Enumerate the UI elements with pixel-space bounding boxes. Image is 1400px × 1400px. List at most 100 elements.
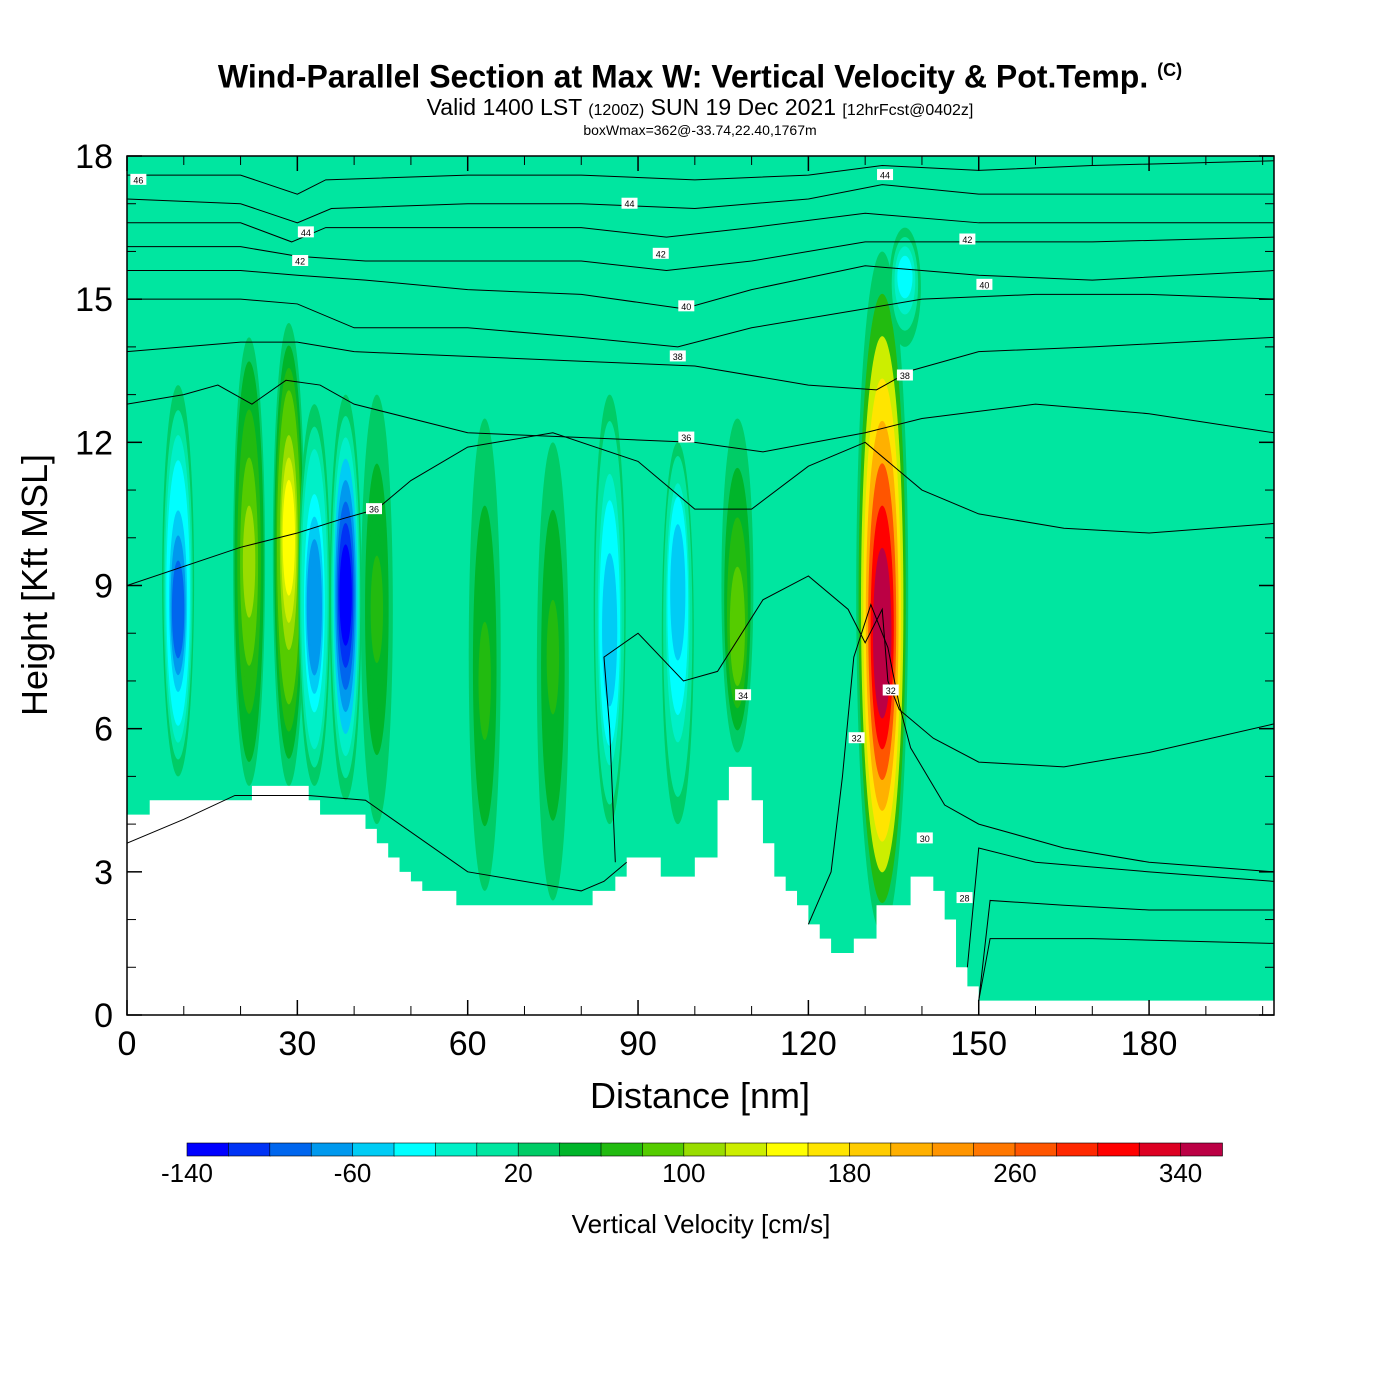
colorbar-tick-label: 100	[662, 1158, 705, 1188]
y-tick-label: 15	[75, 281, 113, 319]
colorbar-tick-label: 340	[1159, 1158, 1202, 1188]
x-tick-label: 0	[118, 1025, 137, 1063]
velocity-contour-band	[478, 621, 491, 741]
colorbar-tick-label: 180	[828, 1158, 871, 1188]
contour-label: 38	[673, 352, 683, 362]
x-tick-label: 90	[619, 1025, 657, 1063]
y-tick-label: 12	[75, 424, 113, 462]
colorbar-swatch	[517, 1142, 561, 1157]
velocity-cell	[468, 418, 501, 891]
contour-label-box	[297, 226, 314, 238]
velocity-cell	[272, 323, 305, 786]
velocity-cell	[329, 394, 362, 801]
colorbar-swatch	[600, 1142, 644, 1157]
velocity-cell	[162, 385, 195, 777]
contour-label-box	[877, 169, 894, 181]
copyright-mark: (C)	[1157, 60, 1183, 80]
velocity-cell	[593, 394, 626, 825]
potential-temperature-contour	[127, 160, 1274, 195]
velocity-contour-band	[731, 591, 744, 675]
colorbar-swatch	[1138, 1142, 1182, 1157]
potential-temperature-contour	[127, 794, 628, 892]
potential-temperature-contour	[127, 432, 1274, 586]
contour-label-box	[916, 832, 933, 844]
velocity-contour-band	[546, 599, 560, 715]
colorbar-swatch	[228, 1142, 271, 1157]
colorbar-tick-label: -140	[161, 1158, 213, 1188]
velocity-contour-band	[171, 560, 185, 659]
colorbar-swatch	[807, 1142, 851, 1157]
colorbar: -140 -60 20 100 180 260 340	[161, 1142, 1223, 1188]
x-tick-label: 60	[449, 1025, 487, 1063]
contour-label-box	[678, 300, 695, 312]
contour-label-box	[882, 684, 899, 696]
contour-label-box	[130, 173, 147, 185]
title-block: Wind-Parallel Section at Max W: Vertical…	[0, 52, 1400, 137]
contour-label-box	[956, 892, 973, 904]
valid-date: SUN 19 Dec 2021	[650, 93, 836, 120]
contour-label-box	[735, 689, 752, 701]
potential-temperature-contour	[807, 603, 1274, 925]
contour-label: 36	[369, 505, 379, 515]
y-tick-label: 0	[94, 997, 113, 1035]
contour-label: 34	[738, 691, 748, 701]
colorbar-swatch	[890, 1142, 933, 1157]
potential-temperature-contour	[127, 265, 1274, 310]
y-tick-label: 6	[94, 711, 113, 749]
contour-label: 32	[886, 686, 896, 696]
potential-temperature-contour	[127, 236, 1274, 272]
contour-label: 46	[133, 175, 143, 185]
colorbar-swatch	[310, 1142, 354, 1157]
valid-time: Valid 1400 LST	[426, 93, 582, 120]
colorbar-swatch	[1014, 1142, 1058, 1157]
potential-temperature-contour	[978, 938, 1274, 1001]
velocity-contour-band	[370, 555, 384, 664]
contour-label: 40	[979, 280, 989, 290]
velocity-contour-band	[898, 260, 912, 291]
velocity-cell	[233, 337, 266, 786]
contour-label: 44	[625, 199, 635, 209]
y-axis-label: Height [Kft MSL]	[14, 454, 55, 716]
y-tick-label: 9	[94, 568, 113, 606]
velocity-cell	[888, 227, 921, 347]
chart-subtitle: Valid 1400 LST (1200Z) SUN 19 Dec 2021 […	[0, 95, 1400, 123]
colorbar-swatch	[1180, 1142, 1223, 1157]
colorbar-tick-label: 260	[993, 1158, 1036, 1188]
contour-label-box	[959, 233, 976, 245]
contour-label-box	[678, 431, 695, 443]
potential-temperature-contour	[127, 379, 1274, 453]
colorbar-swatch	[931, 1142, 975, 1157]
contour-label: 44	[880, 171, 890, 181]
velocity-cell	[298, 404, 331, 786]
colorbar-swatch	[186, 1142, 230, 1157]
potential-temperature-contours	[127, 160, 1274, 1001]
x-tick-label: 180	[1121, 1025, 1178, 1063]
contour-label: 30	[920, 834, 930, 844]
velocity-cell	[536, 442, 569, 901]
contour-label-box	[292, 254, 309, 266]
velocity-contour-band	[339, 544, 352, 646]
terrain	[127, 766, 1274, 1015]
potential-temperature-contour	[978, 899, 1274, 1001]
potential-temperature-contour	[127, 184, 1274, 224]
contour-label: 44	[301, 228, 311, 238]
colorbar-swatch	[476, 1142, 519, 1157]
colorbar-swatch	[642, 1142, 685, 1157]
colorbar-swatch	[683, 1142, 726, 1157]
potential-temperature-contour	[127, 293, 1274, 348]
contour-label-box	[848, 732, 865, 744]
contour-label-box	[621, 197, 638, 209]
potential-temperature-contour	[127, 336, 1274, 391]
velocity-contour-band	[308, 561, 321, 658]
velocity-contour-band	[603, 579, 616, 687]
x-tick-label: 150	[950, 1025, 1007, 1063]
colorbar-swatch	[352, 1142, 395, 1157]
velocity-contour-band	[671, 537, 684, 634]
x-tick-label: 30	[278, 1025, 316, 1063]
contour-label: 42	[962, 235, 972, 245]
contour-label: 42	[295, 256, 305, 266]
forecast-info: [12hrFcst@0402z]	[842, 101, 974, 119]
velocity-cell	[856, 251, 909, 934]
contour-label: 32	[852, 734, 862, 744]
x-axis-label: Distance [nm]	[590, 1075, 810, 1116]
